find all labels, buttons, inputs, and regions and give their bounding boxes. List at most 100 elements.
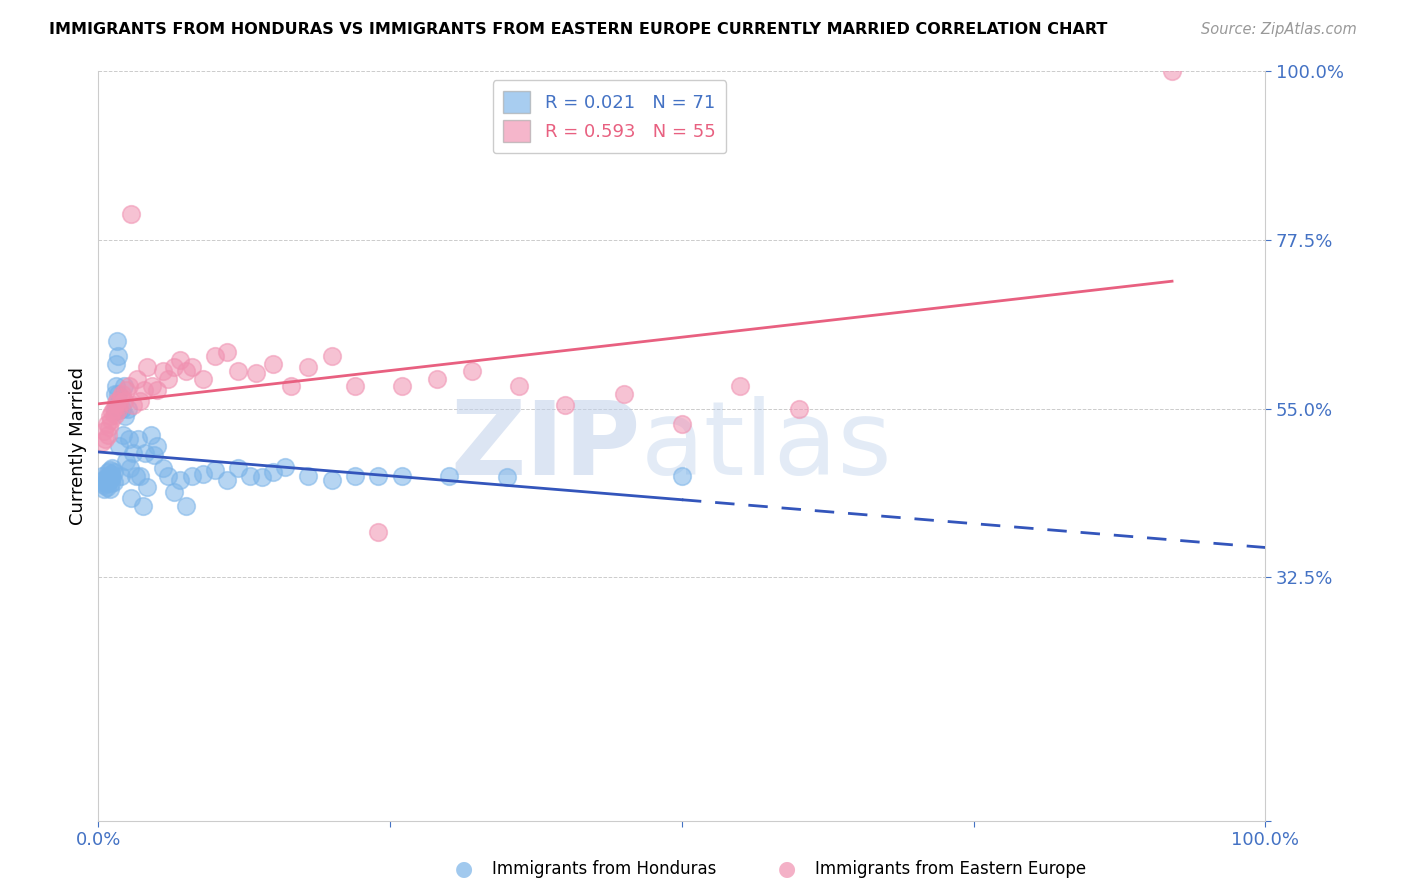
Point — [391, 379, 413, 393]
Point — [250, 470, 273, 484]
Point — [787, 401, 810, 416]
Point — [107, 349, 129, 363]
Point — [117, 401, 139, 416]
Point — [391, 469, 413, 483]
Point — [274, 460, 297, 475]
Point — [105, 334, 128, 348]
Point — [613, 386, 636, 401]
Point — [193, 467, 215, 482]
Point — [461, 364, 484, 378]
Point — [127, 432, 149, 446]
Point — [132, 383, 155, 397]
Point — [125, 371, 148, 385]
Point — [118, 432, 141, 446]
Point — [108, 439, 131, 453]
Point — [344, 469, 367, 483]
Point — [97, 469, 120, 483]
Point — [112, 394, 135, 409]
Point — [730, 379, 752, 393]
Point — [104, 357, 127, 371]
Point — [118, 379, 141, 393]
Point — [122, 446, 145, 460]
Point — [120, 491, 142, 506]
Point — [122, 398, 145, 412]
Point — [90, 435, 112, 450]
Text: IMMIGRANTS FROM HONDURAS VS IMMIGRANTS FROM EASTERN EUROPE CURRENTLY MARRIED COR: IMMIGRANTS FROM HONDURAS VS IMMIGRANTS F… — [49, 22, 1108, 37]
Point — [98, 473, 121, 487]
Point — [134, 446, 156, 460]
Point — [215, 473, 238, 487]
Point — [193, 371, 215, 385]
Point — [204, 349, 226, 363]
Point — [146, 383, 169, 397]
Point — [111, 386, 134, 401]
Point — [152, 364, 174, 378]
Point — [104, 386, 127, 401]
Point — [115, 383, 138, 397]
Point — [671, 417, 693, 431]
Point — [108, 398, 131, 412]
Point — [215, 345, 238, 359]
Point — [101, 405, 124, 419]
Point — [169, 473, 191, 487]
Point — [103, 465, 125, 479]
Point — [297, 469, 319, 483]
Point — [108, 403, 131, 417]
Point — [262, 357, 284, 371]
Point — [93, 478, 115, 492]
Point — [98, 483, 121, 497]
Point — [104, 379, 127, 393]
Point — [280, 379, 302, 393]
Point — [97, 475, 120, 489]
Point — [129, 469, 152, 483]
Point — [136, 480, 159, 494]
Point — [118, 461, 141, 475]
Point — [100, 413, 122, 427]
Point — [93, 483, 115, 497]
Point — [111, 427, 134, 442]
Point — [1161, 64, 1184, 78]
Point — [180, 469, 202, 483]
Text: ZIP: ZIP — [451, 395, 641, 497]
Point — [101, 470, 124, 484]
Point — [115, 454, 138, 468]
Point — [245, 366, 267, 380]
Point — [129, 394, 152, 409]
Point — [104, 408, 127, 422]
Point — [100, 476, 122, 491]
Point — [96, 417, 118, 431]
Point — [152, 461, 174, 475]
Point — [91, 473, 114, 487]
Point — [97, 420, 120, 434]
Point — [169, 352, 191, 367]
Point — [228, 364, 250, 378]
Point — [204, 463, 226, 477]
Text: Source: ZipAtlas.com: Source: ZipAtlas.com — [1201, 22, 1357, 37]
Point — [136, 360, 159, 375]
Point — [96, 470, 118, 484]
Text: Immigrants from Honduras: Immigrants from Honduras — [492, 860, 717, 878]
Point — [344, 379, 367, 393]
Point — [554, 398, 576, 412]
Point — [104, 403, 127, 417]
Point — [157, 371, 180, 385]
Point — [97, 427, 120, 442]
Point — [437, 469, 460, 483]
Point — [141, 379, 163, 393]
Point — [146, 439, 169, 453]
Point — [239, 469, 262, 483]
Point — [163, 485, 186, 500]
Text: ●: ● — [456, 859, 472, 879]
Point — [671, 469, 693, 483]
Point — [103, 475, 125, 489]
Point — [98, 409, 121, 423]
Point — [105, 394, 128, 409]
Point — [132, 499, 155, 513]
Point — [139, 427, 162, 442]
Point — [297, 360, 319, 375]
Point — [94, 476, 117, 491]
Point — [125, 469, 148, 483]
Point — [426, 371, 449, 385]
Y-axis label: Currently Married: Currently Married — [69, 367, 87, 525]
Legend: R = 0.021   N = 71, R = 0.593   N = 55: R = 0.021 N = 71, R = 0.593 N = 55 — [492, 80, 727, 153]
